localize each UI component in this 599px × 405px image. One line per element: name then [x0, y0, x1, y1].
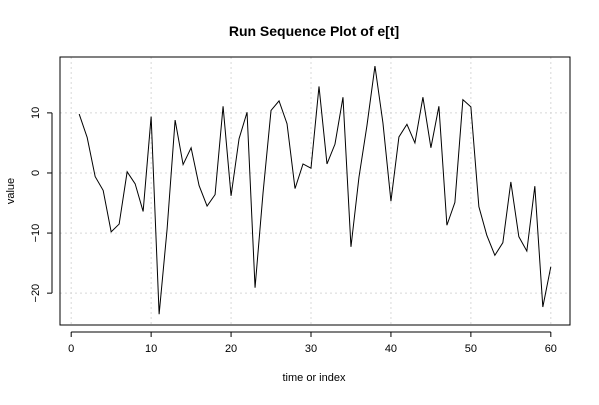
x-tick-label: 0: [68, 343, 74, 355]
series-line: [78, 65, 552, 315]
x-tick-label: 30: [305, 343, 317, 355]
plot-area-frame: [59, 56, 571, 326]
y-tick-label: 10: [30, 107, 42, 119]
y-axis: −20 −10 0 10: [30, 107, 53, 303]
series-layer: [78, 65, 552, 315]
y-tick-label: −10: [30, 224, 42, 243]
y-axis-label: value: [5, 178, 17, 204]
chart-title: Run Sequence Plot of e[t]: [229, 23, 399, 39]
x-axis: 0 10 20 30 40 50 60: [68, 331, 557, 355]
y-tick-label: −20: [30, 284, 42, 303]
y-tick-label: 0: [30, 170, 42, 176]
x-tick-label: 60: [545, 343, 557, 355]
grid: [60, 57, 570, 325]
x-tick-label: 10: [145, 343, 157, 355]
x-tick-label: 40: [385, 343, 397, 355]
x-axis-label: time or index: [283, 372, 346, 384]
x-tick-label: 50: [465, 343, 477, 355]
x-tick-label: 20: [225, 343, 237, 355]
